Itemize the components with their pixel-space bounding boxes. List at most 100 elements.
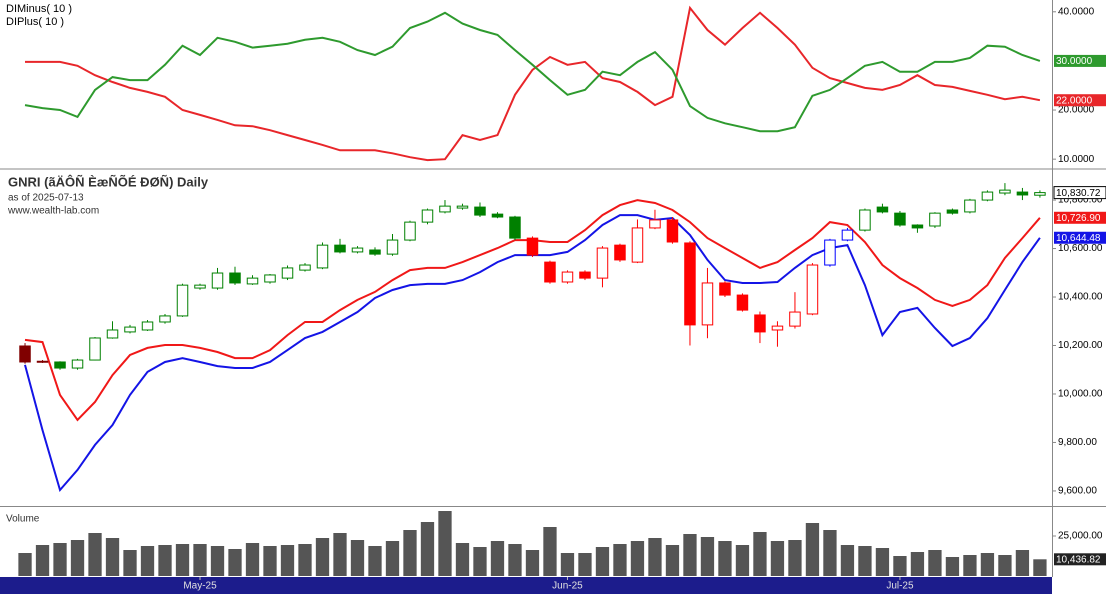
candle-body bbox=[386, 239, 399, 255]
bar bbox=[665, 545, 680, 576]
candle-body bbox=[981, 191, 994, 201]
candle-body bbox=[701, 282, 714, 326]
bar bbox=[315, 538, 330, 576]
bar bbox=[245, 543, 260, 576]
bar bbox=[893, 556, 907, 576]
chart-title: GNRI (ãÄÔÑ ÈæÑÕÉ ÐØÑ) Daily bbox=[8, 174, 209, 189]
y-tick-label: 10,400.00 bbox=[1058, 292, 1103, 303]
y-tick-label: 10,800.00 bbox=[1058, 195, 1103, 206]
bar bbox=[525, 550, 540, 576]
candle-body bbox=[281, 267, 294, 279]
bar bbox=[403, 530, 417, 576]
y-tick-label: 9,800.00 bbox=[1058, 437, 1097, 448]
candle-body bbox=[719, 282, 731, 296]
candle-body bbox=[159, 315, 171, 323]
candle-body bbox=[859, 209, 871, 231]
candle-body bbox=[316, 244, 329, 269]
bar bbox=[998, 555, 1012, 576]
candle-body bbox=[71, 359, 84, 369]
candle-body bbox=[876, 206, 889, 213]
value-label-box bbox=[1054, 54, 1106, 67]
bar bbox=[473, 547, 487, 576]
pane-title: Volume bbox=[6, 514, 40, 525]
candle-body bbox=[1034, 192, 1046, 196]
candle-body bbox=[211, 272, 224, 289]
bar bbox=[140, 546, 155, 576]
candle-body bbox=[894, 212, 906, 226]
candle-body bbox=[456, 205, 469, 209]
value-label: 10,644.48 bbox=[1056, 233, 1101, 244]
bar bbox=[823, 530, 837, 576]
bar bbox=[193, 544, 207, 576]
candle-body bbox=[631, 227, 644, 263]
bar bbox=[333, 533, 347, 576]
value-label: 10,830.72 bbox=[1056, 188, 1101, 199]
y-tick-label: 9,600.00 bbox=[1058, 486, 1097, 497]
bar bbox=[53, 543, 67, 576]
y-tick-label: 20.0000 bbox=[1058, 105, 1095, 116]
bar bbox=[298, 544, 312, 576]
value-label-box bbox=[1053, 186, 1106, 200]
bar bbox=[770, 541, 785, 576]
bar bbox=[543, 527, 557, 576]
candle-body bbox=[789, 311, 801, 327]
candle-body bbox=[334, 244, 346, 253]
value-label: 10,436.82 bbox=[1056, 554, 1101, 565]
bar bbox=[595, 547, 610, 576]
candle-body bbox=[421, 209, 434, 223]
candle-body bbox=[124, 326, 136, 333]
candle-body bbox=[544, 261, 556, 283]
candle-body bbox=[351, 247, 364, 253]
candle-body bbox=[264, 274, 276, 283]
bar bbox=[630, 541, 645, 576]
bar bbox=[735, 545, 750, 576]
y-tick-label: 10.0000 bbox=[1058, 154, 1095, 165]
candle-body bbox=[299, 264, 311, 271]
candle-body bbox=[106, 329, 119, 339]
bar bbox=[683, 534, 697, 576]
candle-body bbox=[491, 213, 504, 218]
candle-body bbox=[89, 337, 101, 361]
bar bbox=[840, 545, 855, 576]
bar bbox=[875, 548, 890, 576]
value-label: 30.0000 bbox=[1056, 56, 1093, 67]
bar bbox=[648, 538, 662, 576]
legend-entry: DIPlus( 10 ) bbox=[6, 16, 64, 28]
subtitle: as of 2025-07-13 bbox=[8, 193, 84, 204]
candle-body bbox=[946, 209, 959, 214]
bar bbox=[858, 546, 872, 576]
bar bbox=[175, 544, 190, 576]
candle-body bbox=[404, 221, 416, 241]
candle-body bbox=[194, 284, 206, 289]
bar bbox=[158, 545, 172, 576]
candle-body bbox=[36, 360, 49, 363]
value-label-box bbox=[1054, 94, 1106, 107]
candle-body bbox=[754, 314, 766, 333]
candle-body bbox=[964, 199, 976, 213]
bar bbox=[88, 533, 102, 576]
candle-body bbox=[736, 294, 749, 311]
bar bbox=[263, 546, 277, 576]
y-tick-label: 40.0000 bbox=[1058, 6, 1095, 17]
y-tick-label: 10,000.00 bbox=[1058, 389, 1103, 400]
bar bbox=[945, 557, 960, 576]
bar bbox=[18, 553, 32, 576]
candle-body bbox=[176, 284, 189, 317]
bar bbox=[910, 552, 925, 576]
source: www.wealth-lab.com bbox=[7, 206, 99, 217]
candle-body bbox=[911, 224, 924, 229]
candle-body bbox=[439, 205, 451, 213]
candle-body bbox=[614, 244, 626, 261]
candle-body bbox=[999, 189, 1011, 194]
bar bbox=[70, 540, 85, 576]
candle-body bbox=[141, 321, 154, 331]
bar bbox=[613, 544, 627, 576]
bar bbox=[928, 550, 942, 576]
candle-body bbox=[1016, 191, 1029, 196]
candle-body bbox=[246, 277, 259, 285]
bar bbox=[35, 545, 50, 576]
bar bbox=[210, 546, 225, 576]
y-tick-label: 10,600.00 bbox=[1058, 243, 1103, 254]
